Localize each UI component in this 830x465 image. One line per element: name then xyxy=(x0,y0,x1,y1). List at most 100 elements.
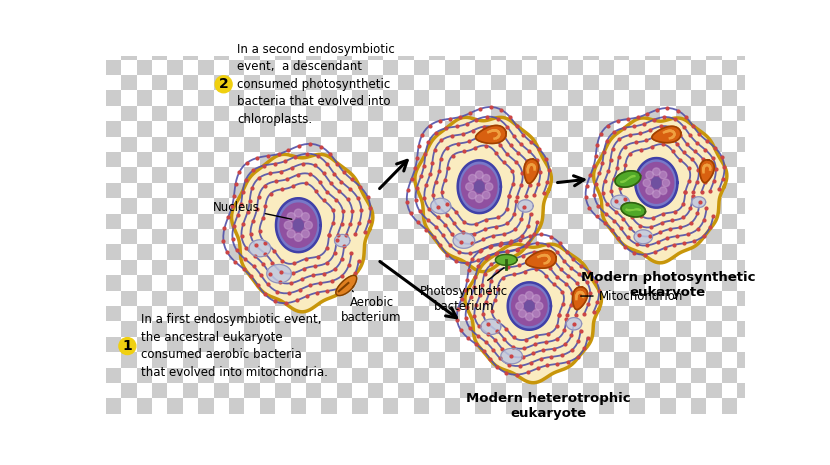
Bar xyxy=(213,291,229,306)
Bar xyxy=(352,368,368,383)
Bar xyxy=(614,337,629,352)
Bar xyxy=(337,321,352,337)
Bar xyxy=(553,198,568,213)
Bar xyxy=(229,213,244,229)
Bar xyxy=(645,383,660,399)
Bar xyxy=(506,152,521,167)
Bar xyxy=(706,121,722,137)
Bar xyxy=(537,383,553,399)
Bar xyxy=(737,306,753,321)
Bar xyxy=(614,198,629,213)
Bar xyxy=(121,399,137,414)
Bar xyxy=(106,75,121,91)
Bar xyxy=(676,91,691,106)
Bar xyxy=(476,368,491,383)
Bar xyxy=(645,321,660,337)
Polygon shape xyxy=(615,171,641,187)
Bar xyxy=(737,44,753,60)
Bar xyxy=(383,260,398,275)
Bar xyxy=(383,198,398,213)
Bar xyxy=(213,44,229,60)
Text: Nucleus: Nucleus xyxy=(212,201,292,219)
Bar xyxy=(583,321,598,337)
Bar xyxy=(306,198,321,213)
Bar xyxy=(121,352,137,368)
Bar xyxy=(290,321,306,337)
Bar xyxy=(260,137,276,152)
Bar xyxy=(583,106,598,121)
Bar xyxy=(306,306,321,321)
Bar xyxy=(306,213,321,229)
Bar xyxy=(521,44,537,60)
Bar xyxy=(183,44,198,60)
Polygon shape xyxy=(611,195,629,209)
Bar xyxy=(722,229,737,245)
Bar xyxy=(244,121,260,137)
Bar xyxy=(645,91,660,106)
Bar xyxy=(722,352,737,368)
Bar xyxy=(506,352,521,368)
Bar xyxy=(137,75,152,91)
Bar xyxy=(583,137,598,152)
Bar xyxy=(260,152,276,167)
Bar xyxy=(598,229,614,245)
Bar xyxy=(168,60,183,75)
Text: 2: 2 xyxy=(219,77,228,91)
Circle shape xyxy=(215,76,232,93)
Bar xyxy=(137,321,152,337)
Polygon shape xyxy=(453,233,475,248)
Bar xyxy=(676,183,691,198)
Bar xyxy=(676,137,691,152)
Bar xyxy=(137,60,152,75)
Bar xyxy=(290,167,306,183)
Bar xyxy=(429,306,445,321)
Bar xyxy=(414,321,429,337)
Circle shape xyxy=(535,302,543,310)
Bar xyxy=(583,183,598,198)
Bar xyxy=(429,44,445,60)
Bar xyxy=(414,291,429,306)
Bar xyxy=(598,383,614,399)
Bar xyxy=(368,183,383,198)
Polygon shape xyxy=(511,286,547,326)
Bar xyxy=(476,44,491,60)
Bar xyxy=(414,275,429,291)
Bar xyxy=(614,91,629,106)
Bar xyxy=(290,306,306,321)
Bar xyxy=(614,152,629,167)
Bar xyxy=(352,91,368,106)
Bar xyxy=(460,198,476,213)
Bar xyxy=(106,399,121,414)
Bar xyxy=(213,337,229,352)
Bar xyxy=(213,213,229,229)
Bar xyxy=(676,213,691,229)
Bar xyxy=(660,275,676,291)
Bar xyxy=(137,383,152,399)
Bar xyxy=(506,321,521,337)
Bar xyxy=(614,60,629,75)
Bar xyxy=(521,337,537,352)
Bar xyxy=(506,399,521,414)
Bar xyxy=(398,167,414,183)
Bar xyxy=(260,306,276,321)
Bar xyxy=(183,213,198,229)
Bar xyxy=(321,167,337,183)
Bar xyxy=(491,352,506,368)
Bar xyxy=(260,106,276,121)
Bar xyxy=(568,383,583,399)
Bar xyxy=(368,245,383,260)
Bar xyxy=(521,275,537,291)
Bar xyxy=(337,183,352,198)
Bar xyxy=(537,337,553,352)
Bar xyxy=(414,106,429,121)
Bar xyxy=(183,291,198,306)
Bar xyxy=(337,60,352,75)
Bar xyxy=(583,245,598,260)
Bar xyxy=(198,198,213,213)
Bar xyxy=(506,368,521,383)
Bar xyxy=(429,213,445,229)
Bar xyxy=(722,321,737,337)
Text: Aerobic
bacterium: Aerobic bacterium xyxy=(341,291,402,325)
Bar xyxy=(537,60,553,75)
Bar xyxy=(429,291,445,306)
